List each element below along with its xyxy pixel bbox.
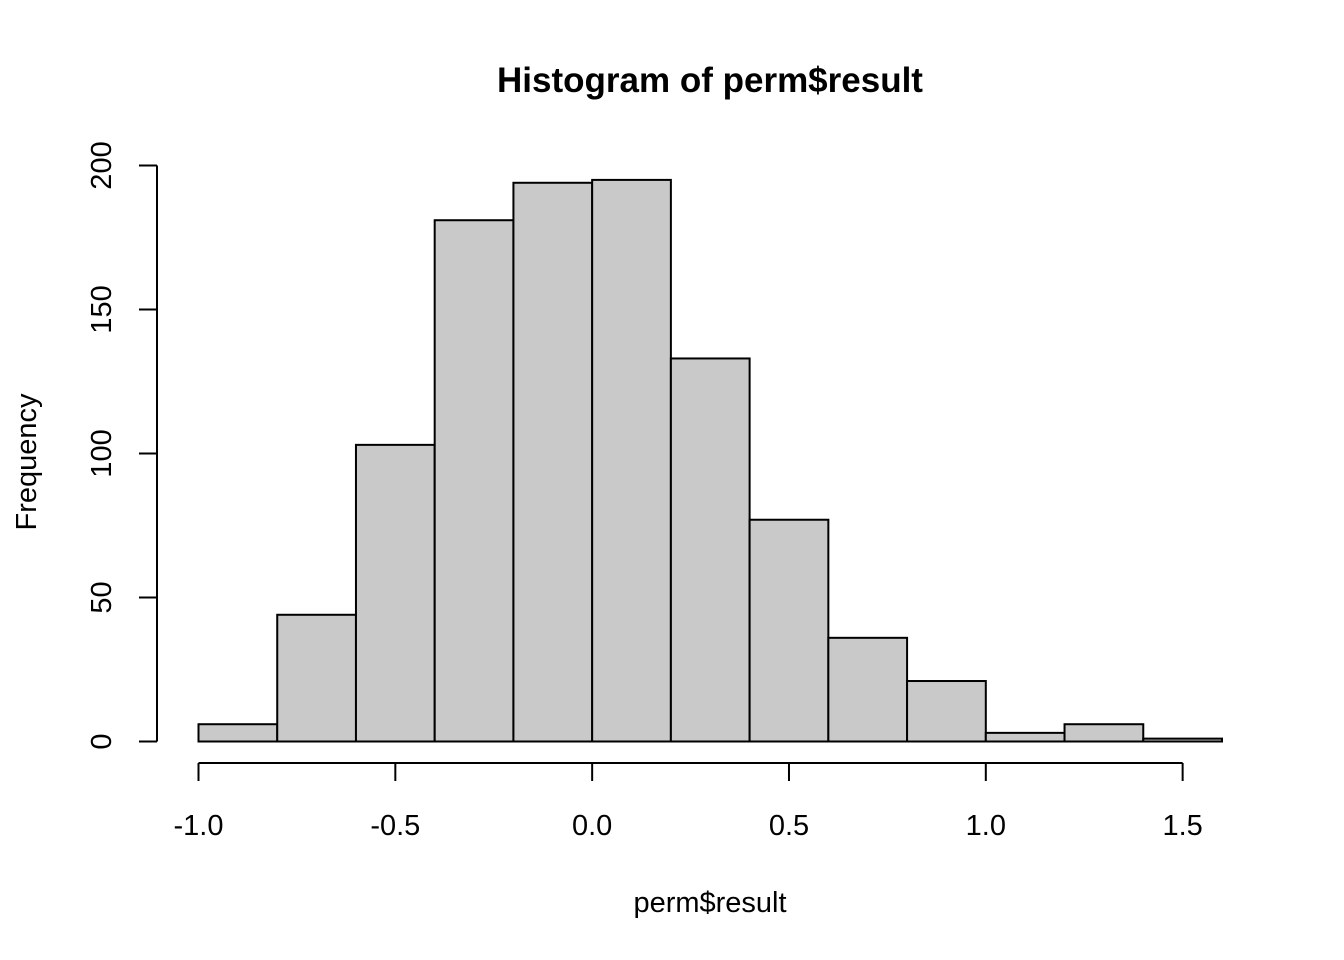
y-tick-label: 0 — [86, 733, 118, 749]
y-tick-label: 150 — [86, 285, 118, 333]
x-tick-label: 1.0 — [966, 810, 1006, 842]
histogram-bar — [827, 636, 909, 743]
x-tick-label: -0.5 — [370, 810, 420, 842]
chart-title: Histogram of perm$result — [497, 61, 923, 100]
histogram-bar — [984, 731, 1066, 743]
histogram-bar — [433, 219, 515, 743]
histogram-bar — [591, 178, 672, 743]
bars-group — [197, 178, 1224, 743]
y-axis-label: Frequency — [11, 393, 43, 531]
histogram-bar — [354, 443, 436, 743]
histogram-bar — [906, 680, 987, 743]
y-tick-label: 200 — [86, 141, 118, 189]
histogram-bar — [748, 518, 830, 743]
histogram-bar — [276, 613, 357, 743]
y-tick-label: 50 — [86, 581, 118, 613]
histogram-bar — [1142, 737, 1224, 743]
histogram-bar — [669, 357, 751, 743]
x-tick-label: -1.0 — [174, 810, 224, 842]
x-tick-label: 0.0 — [572, 810, 612, 842]
histogram-bar — [197, 723, 279, 743]
y-tick-label: 100 — [86, 429, 118, 477]
histogram-bar — [512, 181, 594, 743]
x-axis: -1.0 -0.5 0.0 0.5 1.0 1.5 — [174, 762, 1203, 842]
x-tick-label: 0.5 — [769, 810, 809, 842]
histogram-bar — [1063, 723, 1145, 743]
y-axis: 0 50 100 150 200 — [86, 141, 158, 750]
x-axis-label: perm$result — [633, 887, 786, 919]
x-tick-label: 1.5 — [1162, 810, 1202, 842]
